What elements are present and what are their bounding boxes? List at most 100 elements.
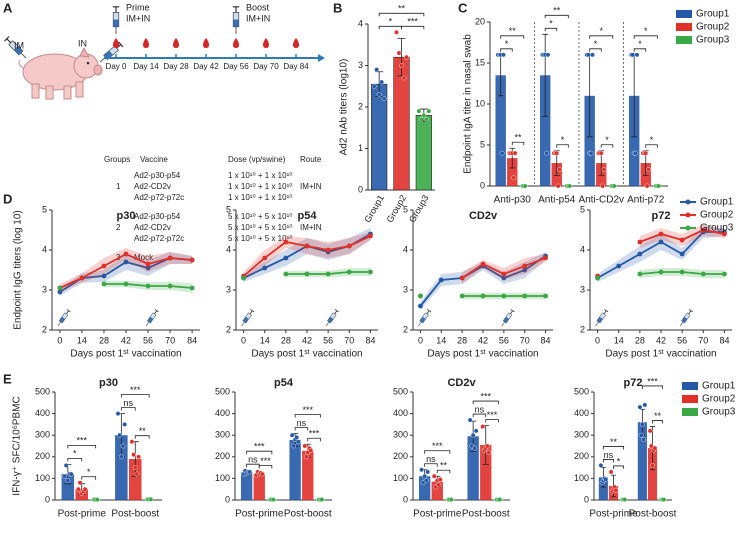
sig-label: * <box>87 467 91 477</box>
x-tick-label: 84 <box>187 335 197 345</box>
bar <box>637 422 647 500</box>
sig-label: *** <box>130 385 141 395</box>
x-tick-label: Post-boost <box>284 509 332 520</box>
sig-label: *** <box>480 391 491 401</box>
data-point <box>639 421 645 427</box>
data-point <box>101 263 107 269</box>
vaccination-icon <box>239 309 255 328</box>
sig-label: *** <box>76 436 87 446</box>
y-tick-label: 4 <box>42 244 47 254</box>
sig-bracket <box>67 444 97 449</box>
vaccination-icon <box>593 309 609 328</box>
legend-swatch <box>685 212 691 218</box>
dose: 1 x 10¹⁰ + 1 x 10¹⁰ <box>228 182 292 191</box>
data-point <box>123 251 129 257</box>
bar <box>418 476 431 500</box>
data-point <box>588 150 594 156</box>
data-point <box>346 243 352 249</box>
y-tick-label: 0 <box>584 494 589 504</box>
sig-bracket <box>544 27 558 32</box>
data-point <box>643 150 649 156</box>
error-bar <box>542 33 549 117</box>
day-label: Day 56 <box>223 62 249 71</box>
data-point <box>511 175 517 181</box>
data-point <box>123 259 129 265</box>
y-tick-label: 4 <box>580 244 585 254</box>
data-point <box>132 465 138 470</box>
legend-label: Group3 <box>700 223 734 234</box>
data-point <box>145 265 151 271</box>
y-tick-label: 400 <box>215 408 230 418</box>
data-point <box>418 117 424 122</box>
data-point <box>608 469 614 475</box>
legend-swatch <box>682 395 698 403</box>
legend-swatch <box>682 382 698 390</box>
data-point <box>291 443 297 449</box>
x-tick-label: Group1 <box>362 193 386 224</box>
y-tick-label: 2 <box>580 324 585 334</box>
y-tick-label: 500 <box>574 386 589 396</box>
data-point <box>658 231 664 237</box>
x-tick-label: 56 <box>143 335 153 345</box>
y-tick-label: 100 <box>35 473 50 483</box>
vaccine: Ad2-CD2v <box>134 182 171 191</box>
data-point <box>423 478 429 483</box>
y-tick-label: 3 <box>580 284 585 294</box>
data-point <box>437 477 443 482</box>
data-point <box>262 265 268 271</box>
data-point <box>189 285 195 291</box>
error-band <box>243 228 371 282</box>
x-tick-label: 28 <box>635 335 645 345</box>
legend-label: Group3 <box>696 35 730 46</box>
data-point <box>136 454 141 460</box>
legend-label: Group2 <box>700 210 734 221</box>
sig-label: *** <box>487 410 498 420</box>
bar <box>128 458 142 500</box>
data-point <box>117 432 123 438</box>
data-point <box>189 257 195 263</box>
prime-route: IM+IN <box>126 13 150 23</box>
data-point <box>646 167 651 173</box>
data-point <box>473 428 479 434</box>
data-point <box>57 289 63 295</box>
sig-label: *** <box>260 456 271 466</box>
sig-label: ** <box>440 461 448 471</box>
day-label: Day 70 <box>253 62 279 71</box>
sig-bracket <box>120 407 136 411</box>
data-point <box>590 52 595 58</box>
data-point <box>679 251 685 257</box>
data-point <box>134 471 140 477</box>
in-syringe <box>97 41 124 66</box>
legend-label: Group1 <box>696 9 730 20</box>
data-point <box>630 52 636 58</box>
sig-bracket <box>67 457 83 462</box>
blood-drop <box>143 38 149 48</box>
blood-drop <box>293 38 299 48</box>
data-point <box>501 271 507 277</box>
sig-label: * <box>638 39 642 49</box>
legend-label: Group1 <box>700 197 734 208</box>
data-point <box>259 471 265 477</box>
y-tick-label: 2 <box>403 324 408 334</box>
data-point <box>368 233 373 239</box>
vaccine: Ad2-CD2v <box>134 223 171 232</box>
sig-label: ns <box>124 398 134 408</box>
sig-bracket <box>511 141 525 146</box>
x-axis-label: Days post 1ˢᵗ vaccination <box>605 349 716 360</box>
data-point <box>484 443 490 449</box>
y-tick-label: 400 <box>574 408 589 418</box>
y-tick-label: 400 <box>35 408 50 418</box>
data-point <box>396 50 402 56</box>
data-point <box>118 454 124 460</box>
chart-title: p72 <box>624 377 643 389</box>
data-point <box>650 463 655 468</box>
x-tick-label: 56 <box>499 335 509 345</box>
vaccination-icon <box>416 309 432 328</box>
x-tick-label: 42 <box>121 335 131 345</box>
sig-bracket <box>120 394 150 398</box>
data-point <box>325 271 331 277</box>
sig-bracket <box>258 465 273 469</box>
data-point <box>543 293 548 299</box>
sig-label: * <box>561 135 565 145</box>
data-point <box>129 439 135 445</box>
